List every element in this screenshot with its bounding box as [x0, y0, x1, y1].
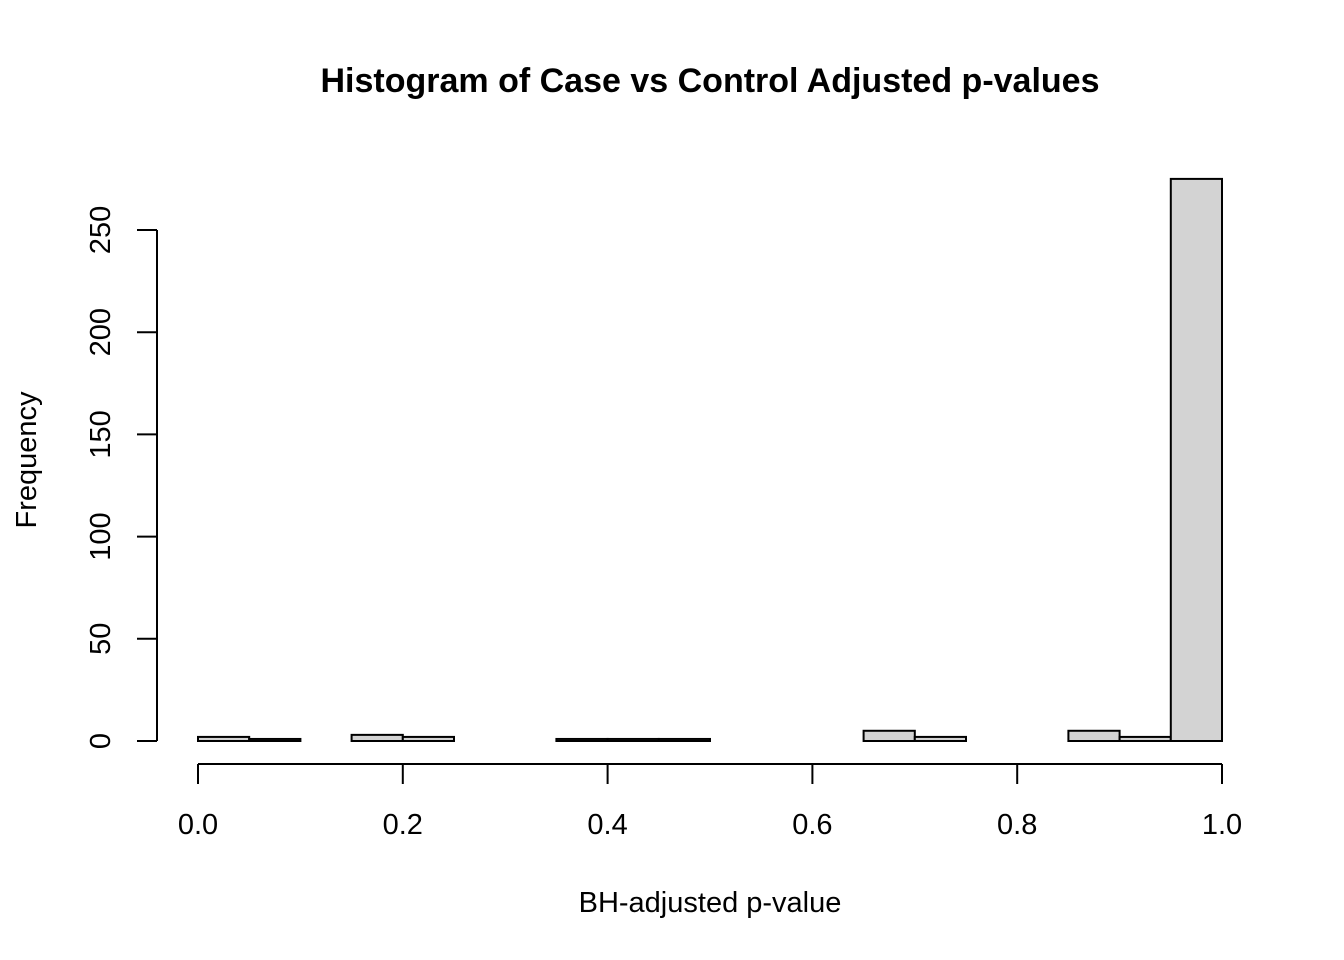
- x-tick-label: 0.8: [997, 809, 1037, 841]
- histogram-bar: [248, 737, 302, 742]
- histogram-bar: [862, 729, 916, 743]
- histogram-bar: [350, 733, 404, 742]
- y-axis: 0 50 100 150 200 250: [85, 206, 158, 749]
- histogram-bar: [401, 735, 455, 742]
- histogram-bar: [555, 737, 609, 742]
- x-tick-label: 0.4: [587, 809, 627, 841]
- histogram-bar: [913, 735, 967, 742]
- bars-group: [197, 177, 1224, 743]
- histogram-bar: [1067, 729, 1121, 743]
- histogram-bar: [197, 735, 251, 742]
- x-axis: 0.0 0.2 0.4 0.6 0.8 1.0: [178, 763, 1242, 841]
- y-tick-label: 250: [85, 206, 117, 254]
- x-tick-label: 1.0: [1202, 809, 1242, 841]
- y-tick-label: 0: [85, 733, 117, 749]
- x-tick-label: 0.6: [792, 809, 832, 841]
- histogram-bar: [1118, 735, 1172, 742]
- y-axis-label: Frequency: [11, 391, 43, 529]
- chart-title: Histogram of Case vs Control Adjusted p-…: [321, 62, 1100, 100]
- x-axis-label: BH-adjusted p-value: [579, 887, 842, 919]
- x-tick-label: 0.0: [178, 809, 218, 841]
- histogram-bar: [657, 737, 711, 742]
- y-tick-label: 50: [85, 623, 117, 655]
- x-tick-label: 0.2: [383, 809, 423, 841]
- y-tick-label: 100: [85, 512, 117, 560]
- y-tick-label: 150: [85, 410, 117, 458]
- y-tick-label: 200: [85, 308, 117, 356]
- histogram-bar: [606, 737, 660, 742]
- histogram-bar: [1169, 177, 1224, 742]
